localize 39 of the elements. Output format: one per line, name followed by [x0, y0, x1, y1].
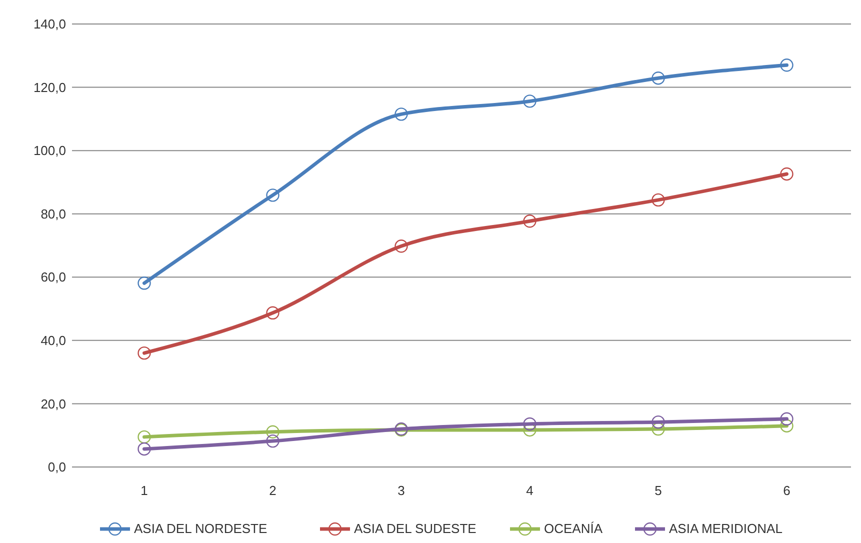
point [394, 240, 408, 253]
x-tick-label: 5 [654, 483, 662, 498]
y-tick-label: 60,0 [40, 270, 66, 285]
point [652, 422, 665, 436]
point [138, 276, 151, 290]
legend-label: OCEANÍA [544, 521, 603, 536]
x-tick-label: 6 [783, 483, 790, 498]
point [266, 306, 280, 320]
y-tick-label: 80,0 [40, 206, 66, 222]
point [138, 442, 151, 456]
point [523, 417, 536, 431]
x-tick-label: 3 [398, 483, 405, 498]
y-tick-label: 0,0 [48, 460, 66, 475]
legend-label: ASIA MERIDIONAL [669, 521, 782, 536]
point [138, 346, 151, 360]
x-tick-label: 4 [526, 483, 534, 498]
y-tick-label: 100,0 [33, 143, 66, 158]
point [780, 412, 794, 426]
y-tick-label: 40,0 [40, 332, 66, 348]
point [266, 434, 280, 448]
y-tick-label: 120,0 [33, 80, 66, 95]
point [652, 193, 665, 207]
legend-label: ASIA DEL NORDESTE [134, 521, 268, 536]
point [266, 188, 280, 202]
point [394, 108, 408, 121]
point [523, 214, 536, 228]
point [266, 425, 280, 438]
point [652, 415, 665, 429]
point [138, 430, 151, 444]
point [780, 167, 794, 181]
point [780, 419, 794, 432]
point [780, 58, 794, 72]
y-tick-label: 20,0 [40, 396, 66, 412]
point [523, 94, 536, 108]
legend-label: ASIA DEL SUDESTE [354, 521, 477, 536]
y-tick-label: 140,0 [33, 16, 66, 32]
x-tick-label: 2 [269, 483, 276, 498]
x-tick-label: 1 [140, 483, 148, 498]
point [652, 72, 665, 85]
